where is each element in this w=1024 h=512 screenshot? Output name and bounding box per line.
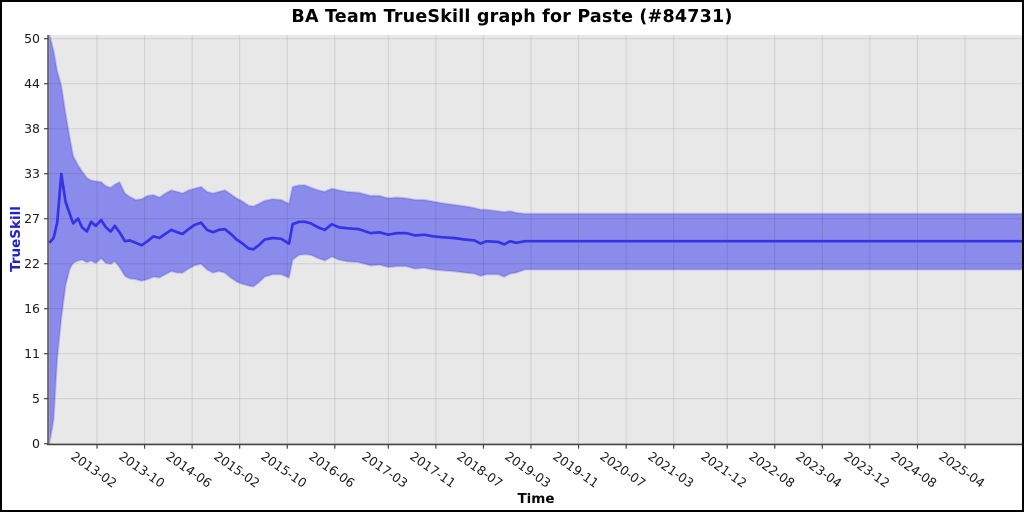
y-tick-label: 5 <box>32 390 40 406</box>
y-tick-label: 16 <box>24 300 40 316</box>
y-tick-label: 33 <box>24 165 40 181</box>
y-tick-label: 27 <box>24 210 40 226</box>
y-tick-label: 22 <box>24 255 40 271</box>
y-tick-label: 0 <box>32 435 40 451</box>
y-tick-label: 38 <box>24 120 40 136</box>
y-tick-label: 44 <box>24 75 40 91</box>
x-axis-title: Time <box>517 491 555 507</box>
y-axis-title: TrueSkill <box>8 206 24 272</box>
trueskill-line <box>48 172 1022 251</box>
uncertainty-band <box>48 35 1022 444</box>
y-tick-label: 11 <box>24 345 40 361</box>
chart-title: BA Team TrueSkill graph for Paste (#8473… <box>291 7 733 27</box>
y-tick-label: 50 <box>24 30 40 46</box>
